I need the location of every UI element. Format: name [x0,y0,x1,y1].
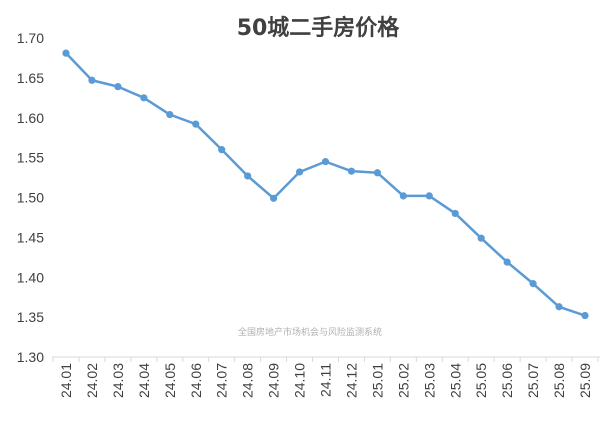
data-point [244,172,252,180]
x-tick-label: 24.06 [188,363,204,398]
x-tick-label: 25.08 [551,363,567,398]
x-tick-label: 25.03 [421,363,437,398]
y-tick-label: 1.35 [17,309,44,325]
x-tick-label: 24.12 [343,363,359,398]
x-tick-label: 24.09 [266,363,282,398]
data-point [270,194,278,202]
data-point [295,168,304,176]
data-point [399,192,407,200]
chart-title: 50城二手房价格 [237,15,401,41]
data-point [321,158,330,166]
data-point [555,303,563,311]
data-point [218,146,226,154]
series-line [65,52,586,317]
data-point [140,94,148,102]
x-tick-label: 24.03 [110,363,126,398]
x-tick-label: 24.11 [318,363,334,397]
x-tick-label: 25.05 [473,363,489,398]
data-point [451,209,459,218]
x-tick-label: 24.02 [84,363,100,398]
y-tick-label: 1.55 [17,150,44,166]
data-point [581,311,589,320]
data-point [529,280,537,288]
data-point [347,167,356,175]
x-tick-label: 25.07 [525,363,541,398]
series-line-group [62,49,589,320]
y-tick-label: 1.70 [17,30,44,46]
x-tick-label: 24.01 [58,363,74,398]
data-point [425,192,433,200]
watermark-text: 全国房地产市场机会与风险监测系统 [238,326,382,338]
y-tick-label: 1.65 [17,70,44,86]
data-point [503,258,511,266]
x-tick-label: 24.05 [162,363,178,398]
data-point [114,83,122,91]
x-tick-label: 25.04 [447,363,463,398]
y-tick-label: 1.40 [17,269,44,285]
x-tick-label: 24.07 [214,363,230,398]
x-tick-label: 25.09 [577,363,593,398]
x-tick-label: 25.02 [395,363,411,398]
data-point [88,76,96,84]
x-tick-label: 24.08 [240,363,256,398]
y-axis: 1.30 1.35 1.40 1.45 1.50 1.55 1.60 1.65 1.70 [17,30,44,365]
data-point [62,49,70,57]
y-tick-label: 1.50 [17,190,44,206]
y-tick-label: 1.60 [17,110,44,126]
x-axis: 24.01 24.02 24.03 24.04 24.05 24.06 24.07 24.08… [52,356,600,398]
x-tick-label: 24.10 [292,363,308,398]
x-tick-label: 24.04 [136,363,152,398]
data-point [373,169,381,177]
data-point [166,110,174,119]
y-tick-label: 1.30 [17,349,44,365]
data-point [192,120,200,128]
data-point [477,234,485,242]
x-tick-label: 25.06 [499,363,515,398]
y-tick-label: 1.45 [17,229,44,245]
x-tick-label: 25.01 [369,363,385,398]
